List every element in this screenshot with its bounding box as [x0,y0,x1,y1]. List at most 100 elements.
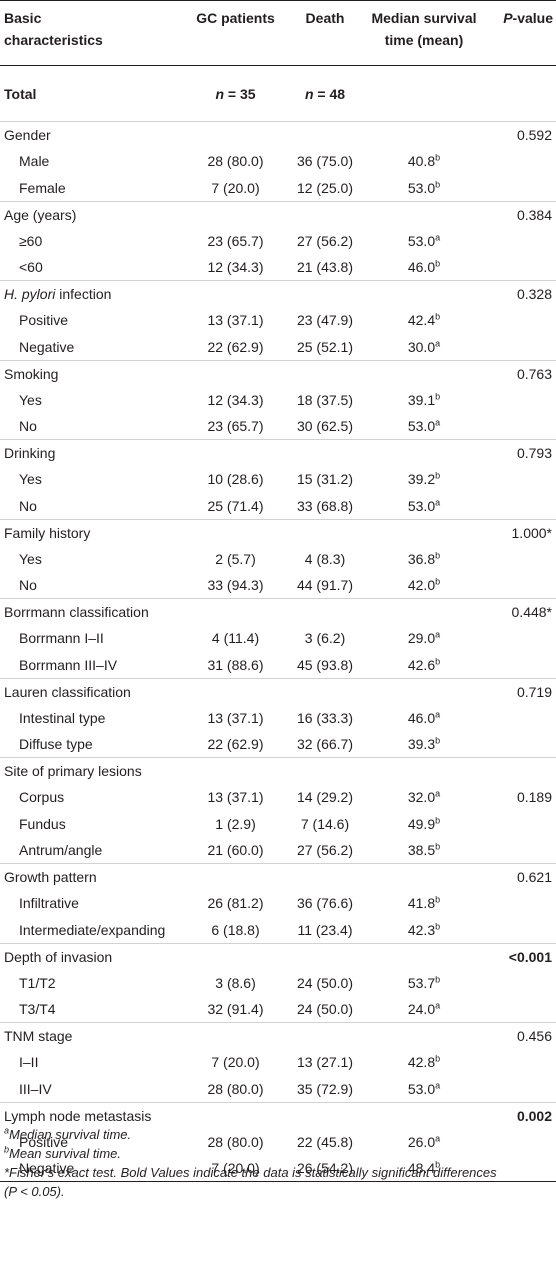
median-survival-cell [362,1101,486,1129]
gc-patients-cell: 7 (20.0) [211,179,260,196]
median-superscript: b [435,655,441,666]
total-gc-value: = 35 [224,85,256,102]
median-survival-cell: 48.4b [362,1155,486,1182]
median-survival-cell: 42.4b [362,307,486,334]
median-survival-cell: 24.0a [362,996,486,1023]
median-survival-cell: 53.0a [362,413,486,440]
subgroup-label: Borrmann I–II [19,630,104,647]
table-row: Borrmann III–IV 31 (88.6) 45 (93.8) 42.6b [0,652,556,679]
category-label: Smoking [0,359,183,387]
gc-patients-cell: 10 (28.6) [207,471,264,488]
death-cell: 14 (29.2) [296,789,354,806]
gc-patients-cell: 12 (34.3) [207,259,264,275]
death-cell: 16 (33.3) [296,709,354,726]
death-cell: 44 (91.7) [296,577,354,593]
category-row: Family history 1.000* [0,518,556,546]
header-gc-patients: GC patients [196,10,275,26]
median-value: 42.8 [407,1054,436,1071]
death-cell [288,121,362,148]
median-value: 38.5 [407,842,436,858]
median-value: 53.0 [407,232,436,249]
death-cell [288,757,362,784]
death-cell [288,1101,362,1129]
subgroup-label: Intermediate/expanding [19,921,166,938]
median-superscript: b [435,974,441,985]
gc-patients-cell [183,518,288,546]
median-survival-cell: 49.9b [362,811,486,838]
median-survival-cell: 36.8b [362,546,486,573]
p-value-cell [486,705,556,732]
category-row: Depth of invasion <0.001 [0,942,556,970]
gc-patients-cell [183,757,288,784]
death-cell [288,863,362,890]
gc-patients-cell [183,863,288,890]
median-superscript: a [435,1079,441,1090]
p-value-cell: 1.000* [486,518,556,546]
median-survival-cell: 26.0a [362,1129,486,1156]
median-survival-cell [362,942,486,970]
median-survival-cell: 53.0b [362,175,486,202]
subgroup-label: Negative [19,338,75,355]
death-cell: 35 (72.9) [296,1080,354,1097]
p-value-cell: 0.592 [486,121,556,148]
median-survival-cell: 53.0a [362,493,486,520]
gc-patients-cell [183,677,288,705]
label-rest-part: infection [55,286,112,302]
category-label: Site of primary lesions [0,757,183,784]
median-survival-cell: 53.7b [362,970,486,997]
subgroup-label: Male [19,153,50,170]
median-survival-cell: 29.0a [362,625,486,652]
median-superscript: a [435,1000,441,1011]
median-superscript: b [435,894,441,905]
median-value: 53.0 [407,497,436,514]
median-value: 36.8 [407,550,436,567]
gc-patients-cell: 22 (62.9) [207,736,264,752]
median-survival-cell: 39.1b [362,387,486,414]
gc-patients-cell: 26 (81.2) [207,895,264,912]
table-row: Yes 10 (28.6) 15 (31.2) 39.2b [0,466,556,493]
category-label: Lauren classification [0,677,183,705]
median-survival-cell: 30.0a [362,334,486,361]
p-value-cell [486,572,556,599]
median-survival-cell [362,598,486,625]
gc-patients-cell: 25 (71.4) [207,497,264,514]
p-value-cell [486,970,556,997]
gc-patients-cell: 31 (88.6) [207,656,264,673]
median-superscript: a [435,417,441,428]
death-cell [288,942,362,970]
category-row: Gender 0.592 [0,121,556,148]
subgroup-label: Borrmann III–IV [19,656,118,673]
gc-patients-cell [183,200,288,228]
median-survival-cell [362,439,486,466]
p-value-cell [486,996,556,1023]
death-cell: 13 (27.1) [296,1054,354,1071]
median-value: 39.2 [407,471,436,488]
median-value: 40.8 [407,153,436,170]
subgroup-label: <60 [19,259,43,275]
p-value-cell [486,811,556,838]
median-value: 53.0 [407,418,436,434]
death-cell: 36 (76.6) [296,895,354,912]
category-row: Growth pattern 0.621 [0,863,556,890]
median-superscript: b [435,391,441,402]
header-p-value: P-value [486,1,556,66]
footnote-star: *Fisher's exact test. Bold Values indica… [4,1163,552,1201]
gc-patients-cell: 6 (18.8) [211,921,260,938]
footnote-b-mark: b [4,1144,10,1155]
header-col0-line1: Basic [4,10,42,26]
table-row: T1/T2 3 (8.6) 24 (50.0) 53.7b [0,970,556,997]
header-median-survival: Median survival time (mean) [362,1,486,66]
death-cell [288,518,362,546]
median-survival-cell [362,359,486,387]
death-cell: 33 (68.8) [296,497,354,514]
subgroup-label: Antrum/angle [19,842,103,858]
gc-patients-cell: 3 (8.6) [215,974,256,991]
median-survival-cell: 39.3b [362,731,486,758]
gc-patients-cell [183,942,288,970]
p-value-cell [486,890,556,917]
subgroup-label: III–IV [19,1080,52,1097]
death-cell: 3 (6.2) [304,630,346,647]
table-row: Male 28 (80.0) 36 (75.0) 40.8b [0,148,556,175]
footnote-a-mark: a [4,1125,10,1136]
